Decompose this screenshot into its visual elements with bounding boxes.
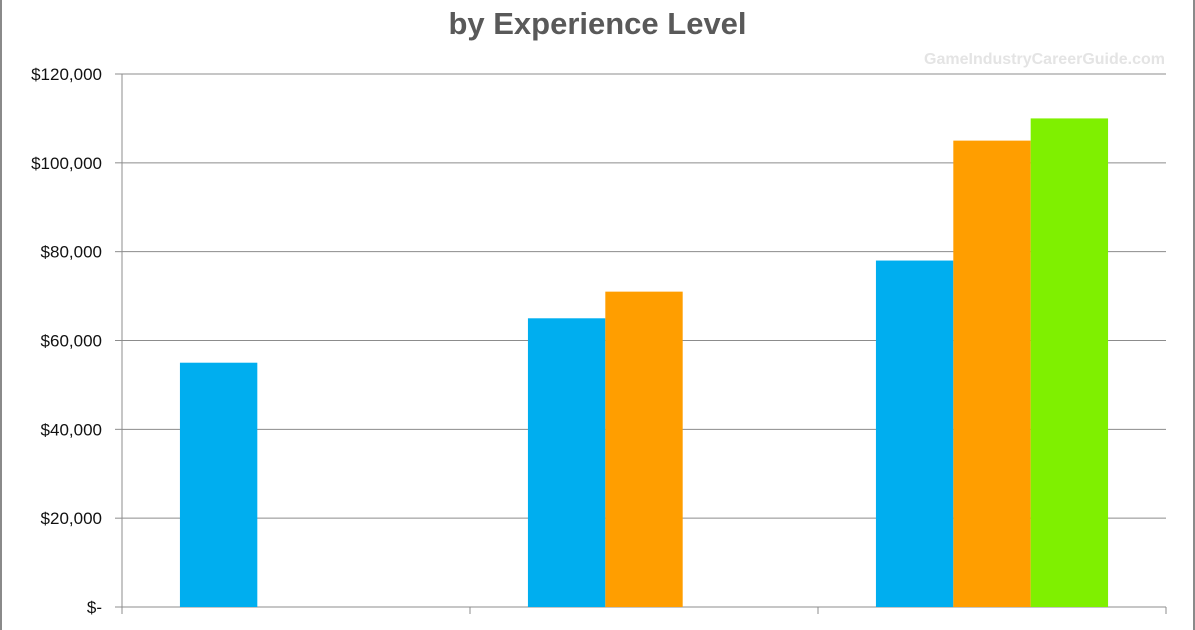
y-tick-label: $100,000 xyxy=(31,154,102,173)
bar xyxy=(953,140,1031,607)
y-tick-label: $120,000 xyxy=(31,65,102,84)
bar xyxy=(875,260,954,607)
y-tick-label: $- xyxy=(87,598,102,617)
watermark: GameIndustryCareerGuide.com xyxy=(924,51,1165,68)
bar xyxy=(527,318,606,607)
bar xyxy=(1030,118,1109,608)
y-tick-label: $60,000 xyxy=(41,332,102,351)
y-tick-label: $40,000 xyxy=(41,420,102,439)
y-tick-label: $80,000 xyxy=(41,243,102,262)
bar xyxy=(179,362,258,607)
bar xyxy=(605,291,683,607)
y-tick-label: $20,000 xyxy=(41,509,102,528)
chart-title: by Experience Level xyxy=(448,6,747,41)
